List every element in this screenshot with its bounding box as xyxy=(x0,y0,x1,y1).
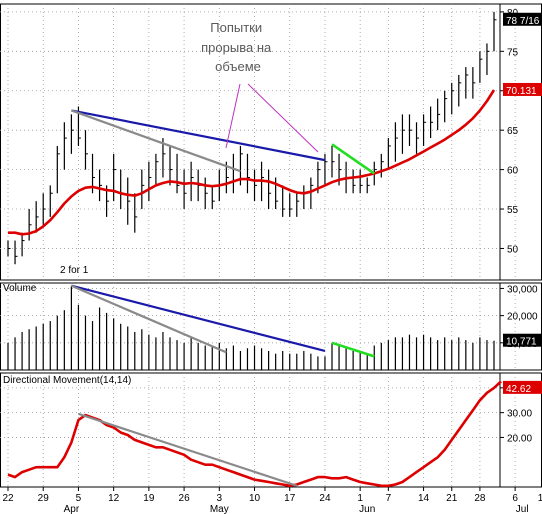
month-label: Jun xyxy=(359,504,375,514)
x-tick-label: 26 xyxy=(179,493,191,504)
price-trendline-minor xyxy=(71,109,241,173)
annotation-overlay: Попытки прорыва на объеме 2 for 1 Volume… xyxy=(3,20,319,386)
price-y-tick-label: 65 xyxy=(507,126,519,137)
ma-value-tag-bg xyxy=(503,82,542,96)
volume-trendline-major xyxy=(71,284,326,353)
x-tick-label: 12 xyxy=(538,493,542,504)
dm-trendline-minor xyxy=(78,412,298,487)
volume-trendline-minor xyxy=(70,284,227,354)
x-tick-label: 5 xyxy=(76,493,82,504)
price-panel-frame xyxy=(0,3,542,281)
month-label: Apr xyxy=(64,504,80,514)
chart-panels xyxy=(0,3,542,488)
volume-y-tick-label: 20,000 xyxy=(507,312,538,323)
annotation-line-1: Попытки xyxy=(210,20,262,35)
dm-y-tick-label: 20.00 xyxy=(507,433,532,444)
dm-y-tick-label: 30.00 xyxy=(507,409,532,420)
last-price-tag: 78 7/16 xyxy=(506,16,540,27)
x-tick-label: 10 xyxy=(249,493,261,504)
chart-marks xyxy=(7,11,502,488)
last-price-tag-bg xyxy=(503,12,542,26)
x-tick-label: 21 xyxy=(446,493,458,504)
price-y-tick-label: 50 xyxy=(507,244,519,255)
x-tick-label: 6 xyxy=(512,493,518,504)
split-note: 2 for 1 xyxy=(60,265,89,276)
price-trendline-breakout xyxy=(331,143,375,175)
x-tick-label: 22 xyxy=(2,493,14,504)
annotation-pointer xyxy=(225,83,241,149)
x-tick-label: 3 xyxy=(217,493,223,504)
price-trendline-major xyxy=(71,109,326,162)
annotation-line-2: прорыва на xyxy=(201,40,272,55)
annotation-line-3: объеме xyxy=(215,59,261,74)
chart-labels: 2229512192631017241714212861219AprMayJun… xyxy=(2,8,542,514)
volume-panel-frame xyxy=(0,282,542,371)
volume-value-tag-bg xyxy=(503,333,542,347)
moving-average-line xyxy=(8,89,496,236)
month-label: May xyxy=(210,504,229,514)
x-tick-label: 17 xyxy=(284,493,296,504)
x-tick-label: 29 xyxy=(38,493,50,504)
x-tick-label: 1 xyxy=(357,493,363,504)
x-tick-label: 19 xyxy=(143,493,155,504)
dm-value-tag: 42.62 xyxy=(506,384,531,395)
volume-value-tag: 10,771 xyxy=(506,337,537,348)
dm-value-tag-bg xyxy=(503,380,542,394)
x-tick-label: 14 xyxy=(418,493,430,504)
volume-y-tick-label: 30,000 xyxy=(507,284,538,295)
annotation-pointer xyxy=(247,83,319,153)
volume-trendline-breakout xyxy=(331,341,375,358)
breakout-annotation: Попытки прорыва на объеме xyxy=(201,20,275,74)
dm-panel-title: Directional Movement(14,14) xyxy=(3,375,131,386)
month-label: Jul xyxy=(516,504,529,514)
price-y-tick-label: 60 xyxy=(507,166,519,177)
x-tick-label: 12 xyxy=(108,493,120,504)
dm-panel-frame xyxy=(0,372,542,488)
x-tick-label: 7 xyxy=(386,493,392,504)
volume-panel-title: Volume xyxy=(3,283,37,294)
x-tick-label: 28 xyxy=(474,493,486,504)
price-y-tick-label: 75 xyxy=(507,47,519,58)
price-y-tick-label: 55 xyxy=(507,205,519,216)
ma-value-tag: 70.131 xyxy=(506,86,537,97)
x-tick-label: 24 xyxy=(319,493,331,504)
